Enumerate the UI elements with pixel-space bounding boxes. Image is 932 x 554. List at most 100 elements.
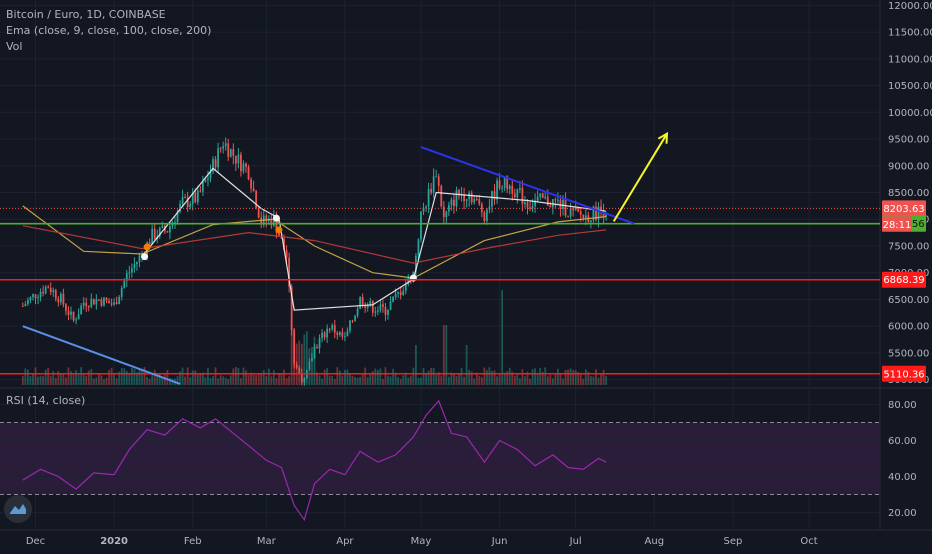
- ema-cross-marker: [272, 214, 280, 222]
- y-tick-label: 12000.00: [888, 1, 932, 12]
- candle: [541, 193, 544, 199]
- candle: [100, 299, 103, 306]
- volume-bar: [473, 378, 476, 385]
- volume-bar: [37, 376, 39, 385]
- candle: [458, 190, 460, 196]
- candle: [564, 199, 567, 216]
- candle: [255, 190, 258, 209]
- candle: [399, 291, 402, 296]
- volume-bar: [354, 376, 356, 385]
- volume-bar: [207, 367, 209, 385]
- candle: [442, 206, 445, 218]
- volume-bar: [52, 371, 55, 385]
- volume-bar: [92, 378, 95, 385]
- volume-bar: [44, 369, 47, 385]
- candle: [371, 300, 374, 313]
- candle: [569, 208, 572, 217]
- volume-bar: [181, 367, 184, 385]
- volume-bar: [62, 373, 65, 385]
- candle: [508, 185, 511, 190]
- volume-bar: [32, 373, 34, 385]
- volume-bar: [374, 368, 377, 385]
- candle: [24, 304, 27, 306]
- candle: [559, 199, 562, 209]
- volume-bar: [217, 378, 219, 385]
- candle: [108, 300, 110, 304]
- volume-bar: [338, 370, 341, 385]
- volume-bar: [453, 374, 455, 385]
- candle: [240, 154, 242, 172]
- candle: [480, 204, 483, 213]
- candle: [432, 176, 435, 193]
- candle: [77, 314, 80, 320]
- candle: [176, 211, 179, 223]
- volume-bar: [430, 367, 433, 385]
- candle: [87, 306, 90, 308]
- candle: [513, 193, 516, 198]
- forecast-arrow: [612, 133, 668, 222]
- volume-bar: [278, 373, 280, 385]
- candle: [536, 196, 539, 201]
- volume-bar: [90, 369, 93, 385]
- volume-bar: [201, 372, 204, 385]
- x-tick-label: Aug: [645, 536, 665, 547]
- volume-bar: [125, 370, 128, 385]
- candle: [229, 149, 232, 157]
- candle: [252, 188, 255, 191]
- candle: [85, 302, 88, 307]
- volume-bar: [402, 375, 405, 385]
- volume-bar: [298, 340, 301, 385]
- volume-bar: [113, 374, 116, 385]
- volume-bar: [161, 377, 164, 385]
- candle: [359, 297, 362, 309]
- tradingview-logo[interactable]: [4, 495, 32, 523]
- volume-bar: [592, 376, 595, 385]
- volume-bar: [27, 369, 29, 385]
- candle: [308, 361, 311, 371]
- candle: [148, 242, 151, 245]
- candle: [455, 190, 458, 207]
- candle: [501, 187, 504, 189]
- volume-bar: [366, 377, 369, 385]
- y-tick-label: 10500.00: [888, 81, 932, 92]
- volume-bar: [288, 376, 290, 385]
- volume-bar: [176, 376, 179, 385]
- y-tick-label: 9000.00: [888, 161, 929, 172]
- volume-bar: [252, 374, 255, 385]
- candle: [300, 373, 303, 383]
- volume-bar: [572, 370, 575, 385]
- candle: [311, 358, 313, 362]
- x-tick-label: Jun: [491, 536, 508, 547]
- candle: [242, 163, 245, 172]
- volume-bar: [521, 369, 524, 385]
- volume-bar: [440, 375, 443, 385]
- candle: [29, 296, 32, 301]
- candle: [303, 378, 306, 383]
- candle: [592, 206, 595, 221]
- volume-bar: [255, 375, 258, 385]
- candle: [516, 189, 519, 198]
- candle: [224, 143, 227, 147]
- price-label: 8203.63: [883, 204, 924, 215]
- candle: [463, 194, 465, 201]
- volume-bar: [98, 373, 100, 385]
- candle: [285, 249, 288, 258]
- candle: [453, 199, 455, 207]
- volume-bar: [275, 378, 278, 385]
- candle: [437, 176, 440, 186]
- candle: [214, 159, 217, 168]
- candle: [574, 208, 577, 211]
- volume-bar: [326, 368, 329, 385]
- volume-bar: [371, 371, 374, 385]
- ema-legend: Ema (close, 9, close, 100, close, 200): [6, 24, 212, 37]
- volume-bar: [569, 368, 572, 385]
- y-tick-label: 9500.00: [888, 135, 929, 146]
- candle: [511, 185, 514, 194]
- candle: [486, 209, 488, 222]
- volume-bar: [480, 377, 483, 385]
- volume-bar: [224, 377, 227, 385]
- volume-bar: [247, 375, 250, 385]
- volume-bar: [559, 373, 562, 385]
